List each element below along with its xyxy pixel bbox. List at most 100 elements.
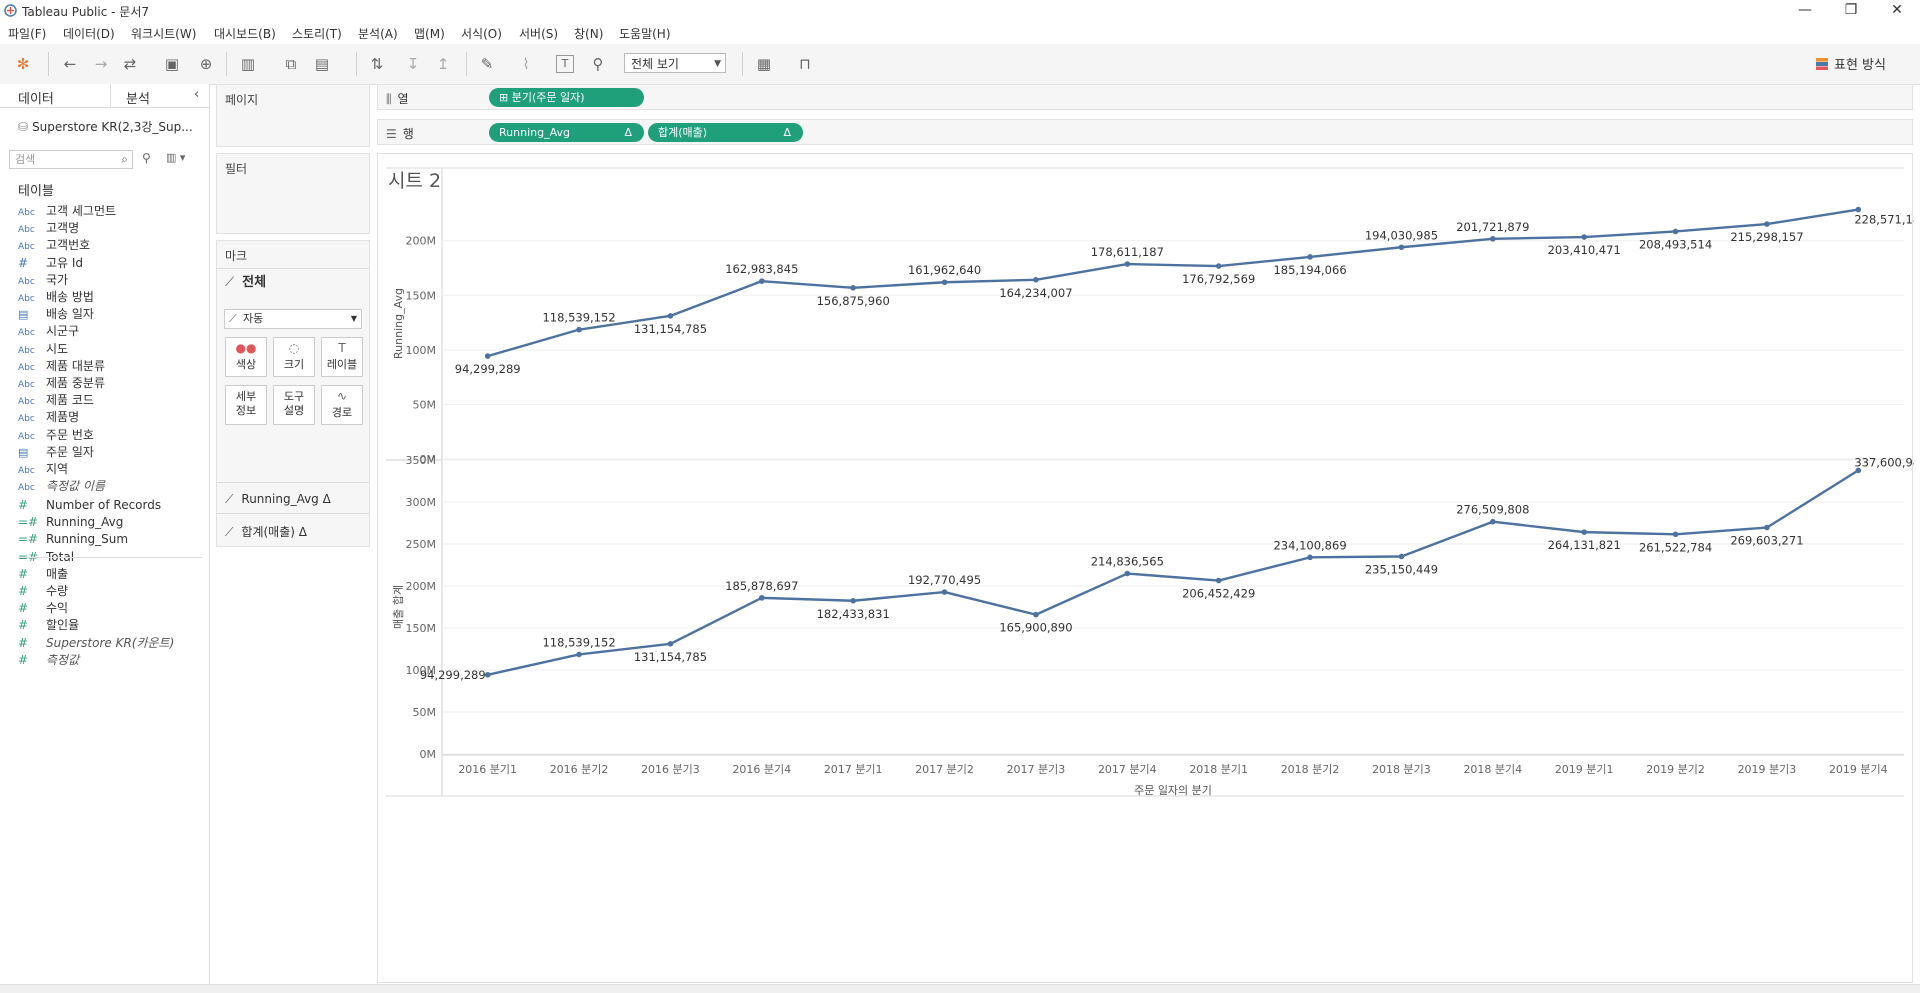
measure-field[interactable]: # Superstore KR(카운트): [18, 635, 174, 652]
dimension-field[interactable]: # 고유 Id: [18, 255, 83, 272]
dimension-field[interactable]: Abc 국가: [18, 272, 68, 289]
measure-field[interactable]: =# Running_Sum: [18, 531, 128, 548]
close-icon[interactable]: ✕: [1891, 2, 1903, 18]
dimension-field[interactable]: Abc 제품 대분류: [18, 358, 105, 375]
swap-rows-columns-icon[interactable]: ⇅: [370, 55, 384, 73]
rows-shelf[interactable]: ☰ 행 Running_Avg Δ 합계(매출) Δ: [377, 119, 1913, 145]
measure-field[interactable]: =# Total: [18, 549, 74, 566]
sort-descending-icon[interactable]: ↥: [436, 55, 450, 73]
sort-ascending-icon[interactable]: ↧: [406, 55, 420, 73]
dimension-field[interactable]: Abc 지역: [18, 461, 68, 478]
menu-format[interactable]: 서식(O): [461, 27, 502, 41]
data-label: 178,611,187: [1091, 245, 1164, 259]
field-search-input[interactable]: 검색 ⌕: [9, 150, 133, 169]
path-button[interactable]: ∿ 경로: [321, 385, 363, 425]
menu-window[interactable]: 창(N): [574, 27, 604, 41]
duplicate-sheet-icon[interactable]: ⧉: [285, 55, 297, 73]
show-me-button[interactable]: 표현 방식: [1816, 54, 1886, 73]
menu-story[interactable]: 스토리(T): [292, 27, 342, 41]
new-datasource-icon[interactable]: ⊕: [199, 55, 213, 73]
mark-type-dropdown[interactable]: ⟋ 자동 ▼: [224, 309, 362, 329]
dimension-field[interactable]: Abc 제품명: [18, 409, 79, 426]
x-tick-label: 2019 분기2: [1646, 763, 1705, 776]
presentation-icon[interactable]: ⊓: [799, 55, 811, 73]
fit-dropdown[interactable]: 전체 보기 ▼: [624, 53, 726, 73]
row-pill-sales[interactable]: 합계(매출) Δ: [648, 123, 803, 142]
tooltip-button[interactable]: 도구 설명: [273, 385, 315, 425]
dimension-field[interactable]: ▤ 배송 일자: [18, 306, 94, 323]
dimension-field[interactable]: Abc 측정값 이름: [18, 478, 105, 495]
dimension-field[interactable]: Abc 주문 번호: [18, 427, 94, 444]
string-type-icon: Abc: [18, 483, 35, 494]
dimension-field[interactable]: Abc 시도: [18, 341, 68, 358]
redo-icon[interactable]: →: [94, 55, 108, 73]
clear-sheet-icon[interactable]: ▤: [314, 55, 330, 73]
collapse-pane-icon[interactable]: ‹: [194, 87, 200, 102]
show-cards-icon[interactable]: ▦: [756, 55, 772, 73]
dimension-field[interactable]: Abc 고객번호: [18, 237, 90, 254]
tab-data[interactable]: 데이터: [18, 92, 54, 107]
measure-field[interactable]: =# Running_Avg: [18, 514, 123, 531]
string-type-icon: Abc: [18, 362, 35, 373]
pin-icon[interactable]: ⚲: [592, 55, 604, 73]
undo-icon[interactable]: ←: [63, 55, 77, 73]
group-icon[interactable]: ⌇: [522, 55, 530, 73]
label-button[interactable]: T 레이블: [321, 337, 363, 377]
row-pill-running-avg[interactable]: Running_Avg Δ: [489, 123, 644, 142]
dimension-field[interactable]: Abc 제품 코드: [18, 392, 94, 409]
menu-worksheet[interactable]: 워크시트(W): [131, 27, 197, 41]
replay-icon[interactable]: ⇄: [123, 55, 137, 73]
dimension-field[interactable]: Abc 제품 중분류: [18, 375, 105, 392]
detail-button[interactable]: 세부 정보: [225, 385, 267, 425]
dimension-field[interactable]: ▤ 주문 일자: [18, 444, 94, 461]
menu-help[interactable]: 도움말(H): [619, 27, 671, 41]
tables-heading: 테이블: [18, 184, 54, 199]
color-button[interactable]: ●● 색상: [225, 337, 267, 377]
y-tick-label: 50M: [413, 398, 437, 411]
marks-running-avg-tab[interactable]: ⟋ Running_Avg Δ: [225, 492, 331, 507]
menu-dashboard[interactable]: 대시보드(B): [214, 27, 276, 41]
x-tick-label: 2016 분기3: [641, 763, 700, 776]
show-labels-icon[interactable]: T: [556, 55, 574, 73]
save-icon[interactable]: ▣: [164, 55, 180, 73]
measure-field[interactable]: # Number of Records: [18, 497, 161, 514]
dimension-field[interactable]: Abc 고객명: [18, 220, 79, 237]
measure-field[interactable]: # 매출: [18, 566, 68, 583]
column-pill-quarter[interactable]: ⊞ 분기(주문 일자): [489, 88, 644, 107]
menu-server[interactable]: 서버(S): [519, 27, 559, 41]
filters-card[interactable]: 필터: [216, 153, 370, 234]
x-tick-label: 2016 분기1: [458, 763, 517, 776]
measure-field[interactable]: # 할인율: [18, 617, 79, 634]
menu-analysis[interactable]: 분석(A): [358, 27, 398, 41]
minimize-icon[interactable]: —: [1798, 2, 1812, 18]
tab-analysis[interactable]: 분석: [126, 92, 150, 107]
menu-file[interactable]: 파일(F): [8, 27, 47, 41]
x-tick-label: 2018 분기3: [1372, 763, 1431, 776]
measure-field[interactable]: # 측정값: [18, 652, 79, 669]
dimension-field[interactable]: Abc 시군구: [18, 323, 79, 340]
dimension-field-label: 고객번호: [46, 238, 91, 253]
marks-title: 마크: [225, 249, 248, 263]
new-worksheet-icon[interactable]: ▥: [240, 55, 256, 73]
marks-sales-tab[interactable]: ⟋ 합계(매출) Δ: [225, 523, 307, 540]
menu-data[interactable]: 데이터(D): [63, 27, 115, 41]
data-label: 176,792,569: [1182, 272, 1255, 286]
filter-icon[interactable]: ⚲: [142, 151, 151, 165]
measure-field[interactable]: # 수익: [18, 600, 68, 617]
view-options-icon[interactable]: ▥ ▾: [166, 151, 186, 164]
measure-field[interactable]: # 수량: [18, 583, 68, 600]
dimension-field[interactable]: Abc 배송 방법: [18, 289, 94, 306]
line-chart[interactable]: 0M 50M 100M 150M 200M Running_Avg 94,299,289 11…: [378, 154, 1914, 984]
highlight-icon[interactable]: ✎: [480, 55, 494, 73]
size-button[interactable]: ◌ 크기: [273, 337, 315, 377]
marks-all-tab[interactable]: ⟋ 전체: [225, 271, 266, 290]
restore-icon[interactable]: ❐: [1844, 2, 1858, 18]
menu-map[interactable]: 맵(M): [414, 27, 445, 41]
tableau-home-icon[interactable]: ✻: [16, 55, 30, 73]
data-label: 234,100,869: [1273, 538, 1346, 552]
pages-card[interactable]: 페이지: [216, 84, 370, 147]
datasource-item[interactable]: ⛁ Superstore KR(2,3강_Sup...: [18, 118, 193, 135]
title-bar: Tableau Public - 문서7 — ❐ ✕: [0, 0, 1920, 22]
columns-shelf[interactable]: ⫼ 열 ⊞ 분기(주문 일자): [377, 84, 1913, 110]
dimension-field[interactable]: Abc 고객 세그먼트: [18, 203, 116, 220]
